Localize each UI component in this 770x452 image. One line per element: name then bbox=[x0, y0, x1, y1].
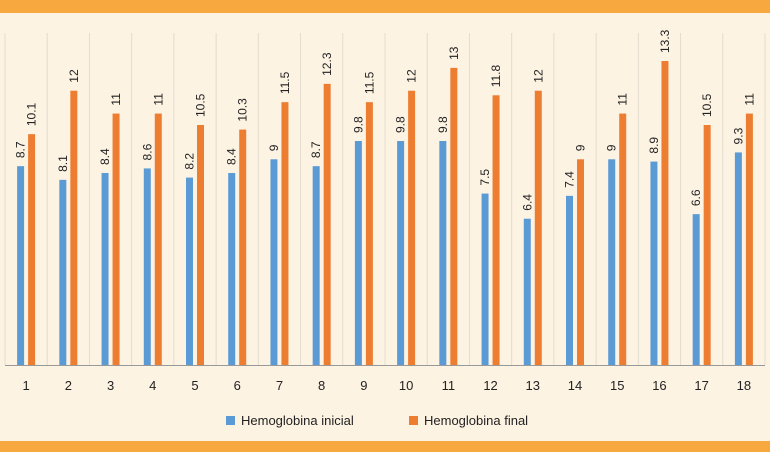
bar-initial-3 bbox=[101, 173, 109, 365]
legend-label: Hemoglobina final bbox=[424, 413, 528, 428]
value-label: 8.4 bbox=[225, 148, 239, 165]
bar-final-9 bbox=[365, 102, 373, 366]
bar-final-17 bbox=[703, 125, 711, 365]
bar-final-12 bbox=[492, 95, 500, 366]
value-label: 7.5 bbox=[478, 169, 492, 186]
bar-initial-11 bbox=[439, 141, 447, 365]
value-label: 9 bbox=[267, 144, 281, 151]
value-label: 11.5 bbox=[362, 71, 376, 94]
x-tick-label: 3 bbox=[107, 378, 114, 393]
x-tick-label: 17 bbox=[694, 378, 708, 393]
value-label: 9.8 bbox=[351, 116, 365, 133]
bar-final-1 bbox=[28, 134, 36, 365]
bar-initial-16 bbox=[650, 161, 658, 365]
x-tick-label: 2 bbox=[65, 378, 72, 393]
top-accent-band bbox=[0, 0, 770, 13]
x-tick-label: 13 bbox=[526, 378, 540, 393]
value-label: 9 bbox=[574, 144, 588, 151]
x-tick-label: 4 bbox=[149, 378, 156, 393]
value-label: 6.6 bbox=[689, 189, 703, 206]
bar-initial-14 bbox=[566, 195, 573, 365]
bar-initial-17 bbox=[692, 214, 700, 365]
bar-final-14 bbox=[577, 159, 584, 365]
bar-initial-10 bbox=[397, 141, 405, 365]
bar-initial-12 bbox=[481, 193, 489, 365]
value-label: 8.7 bbox=[309, 141, 323, 158]
value-label: 8.4 bbox=[98, 148, 112, 165]
bar-final-10 bbox=[408, 90, 416, 365]
value-label: 8.2 bbox=[183, 153, 197, 170]
value-label: 9.8 bbox=[436, 116, 450, 133]
bar-initial-13 bbox=[523, 218, 531, 365]
x-tick-label: 10 bbox=[399, 378, 413, 393]
value-label: 10.3 bbox=[236, 98, 250, 122]
bar-final-16 bbox=[661, 61, 669, 365]
x-tick-label: 11 bbox=[442, 378, 456, 393]
x-tick-label: 8 bbox=[318, 378, 325, 393]
value-label: 6.4 bbox=[520, 194, 534, 211]
value-label: 9.8 bbox=[394, 116, 408, 133]
value-label: 10.5 bbox=[194, 93, 208, 117]
bottom-accent-band bbox=[0, 441, 770, 452]
bar-initial-6 bbox=[228, 173, 236, 365]
value-label: 11 bbox=[151, 93, 165, 106]
bar-final-6 bbox=[239, 129, 247, 365]
bar-initial-8 bbox=[312, 166, 320, 365]
value-label: 9.3 bbox=[731, 127, 745, 144]
x-tick-label: 15 bbox=[610, 378, 624, 393]
value-label: 11 bbox=[109, 93, 123, 106]
value-label: 12.3 bbox=[320, 52, 334, 76]
legend-swatch bbox=[409, 416, 418, 425]
value-label: 12 bbox=[531, 69, 545, 83]
value-label: 9 bbox=[605, 144, 619, 151]
bar-final-8 bbox=[323, 83, 331, 365]
value-label: 11 bbox=[742, 93, 756, 106]
value-label: 11 bbox=[616, 93, 630, 106]
value-label: 10.1 bbox=[25, 102, 39, 126]
bar-initial-7 bbox=[270, 159, 278, 365]
bar-initial-2 bbox=[59, 179, 67, 365]
x-tick-label: 9 bbox=[360, 378, 367, 393]
bar-final-2 bbox=[70, 90, 78, 365]
value-label: 11.5 bbox=[278, 71, 292, 94]
bar-initial-18 bbox=[734, 152, 742, 365]
bar-initial-9 bbox=[354, 141, 362, 365]
bar-final-18 bbox=[745, 113, 753, 365]
x-tick-label: 6 bbox=[234, 378, 241, 393]
value-label: 7.4 bbox=[563, 171, 577, 188]
bar-final-13 bbox=[534, 90, 542, 365]
legend-label: Hemoglobina inicial bbox=[241, 413, 354, 428]
x-tick-label: 12 bbox=[483, 378, 497, 393]
bar-initial-15 bbox=[608, 159, 616, 365]
x-tick-label: 14 bbox=[568, 378, 582, 393]
bar-initial-4 bbox=[143, 168, 151, 365]
value-label: 8.7 bbox=[14, 141, 28, 158]
bar-final-5 bbox=[197, 125, 204, 365]
value-label: 8.1 bbox=[56, 155, 70, 172]
x-tick-label: 1 bbox=[22, 378, 29, 393]
bar-final-11 bbox=[450, 67, 458, 365]
value-label: 11.8 bbox=[489, 64, 503, 87]
bar-final-4 bbox=[154, 113, 162, 365]
value-label: 8.6 bbox=[140, 143, 154, 160]
bar-final-3 bbox=[112, 113, 120, 365]
x-tick-label: 5 bbox=[191, 378, 198, 393]
x-tick-label: 16 bbox=[652, 378, 666, 393]
bar-final-15 bbox=[619, 113, 627, 365]
x-tick-label: 7 bbox=[276, 378, 283, 393]
value-label: 13.3 bbox=[658, 29, 672, 53]
bar-final-7 bbox=[281, 102, 289, 366]
value-label: 12 bbox=[67, 69, 81, 83]
value-label: 10.5 bbox=[700, 93, 714, 117]
bar-initial-1 bbox=[17, 166, 25, 365]
value-label: 13 bbox=[447, 46, 461, 60]
value-label: 12 bbox=[405, 69, 419, 83]
value-label: 8.9 bbox=[647, 137, 661, 154]
legend-swatch bbox=[226, 416, 235, 425]
bar-initial-5 bbox=[186, 177, 193, 365]
x-tick-label: 18 bbox=[737, 378, 751, 393]
